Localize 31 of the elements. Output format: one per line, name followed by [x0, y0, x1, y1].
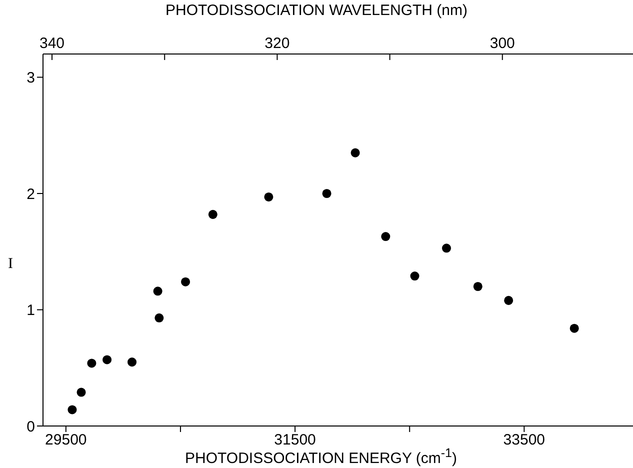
point [102, 355, 112, 364]
x2-axis-title: PHOTODISSOCIATION WAVELENGTH (nm) [164, 2, 468, 19]
point [153, 286, 162, 296]
x2-tick-label: 340 [39, 35, 65, 52]
x-tick-label: 33500 [503, 432, 546, 449]
point [76, 388, 86, 397]
point [442, 244, 452, 253]
point [128, 358, 137, 367]
point [154, 313, 164, 322]
x2-tick-label: 300 [490, 35, 515, 52]
x2-tick-label: 320 [264, 35, 290, 52]
point [322, 188, 332, 198]
x-tick-label: 31500 [274, 432, 316, 449]
y-tick-label: 3 [26, 70, 35, 87]
point [473, 282, 482, 292]
point [68, 405, 77, 414]
point [381, 232, 390, 242]
point [410, 272, 420, 281]
point [264, 192, 274, 202]
y-tick-label: 0 [26, 418, 35, 436]
point [181, 277, 190, 286]
point [208, 210, 218, 219]
y-tick-label: 2 [26, 186, 35, 203]
point [504, 296, 514, 305]
point [570, 324, 579, 333]
point [350, 148, 360, 158]
y-tick-label: 1 [26, 302, 35, 320]
y-axis-title: I [8, 256, 13, 273]
x-tick-label: 29500 [45, 432, 87, 449]
x-axis-title: PHOTODISSOCIATION ENERGY (cm$^{-1}$) [185, 446, 457, 467]
point [87, 358, 96, 368]
